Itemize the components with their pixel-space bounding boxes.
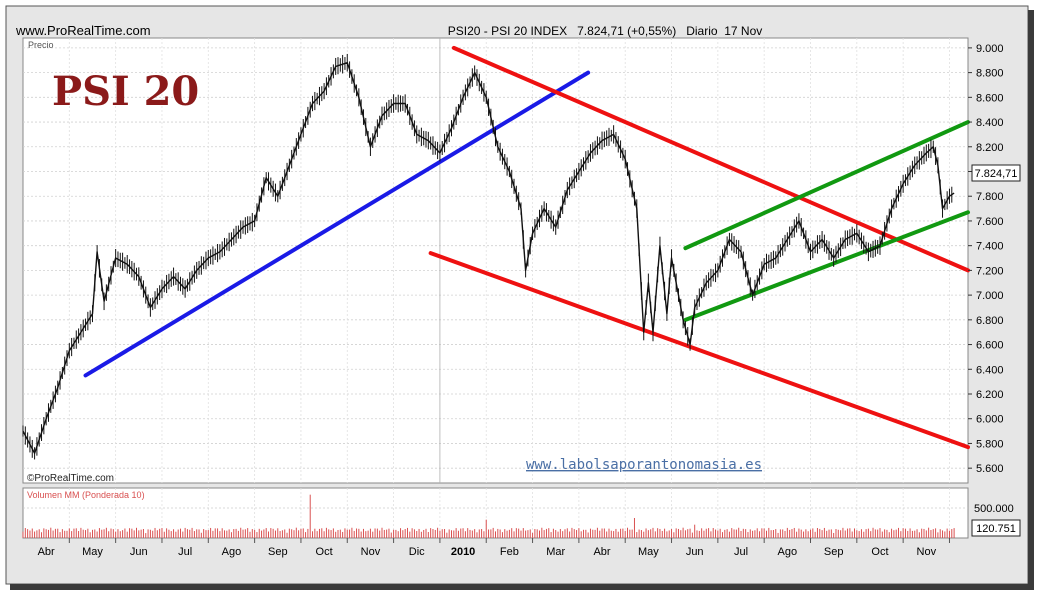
x-tick-label: Oct	[316, 546, 333, 558]
x-tick-label: Sep	[268, 546, 288, 558]
y-tick-label: 7.800	[976, 191, 1004, 203]
x-tick-label: Feb	[500, 546, 519, 558]
x-tick-label: 2010	[451, 546, 475, 558]
x-tick-label: Sep	[824, 546, 844, 558]
y-tick-label: 7.600	[976, 216, 1004, 228]
x-tick-label: Ago	[222, 546, 242, 558]
x-tick-label: Jun	[130, 546, 148, 558]
y-tick-label: 5.600	[976, 463, 1004, 475]
month-x-axis: Abr May Jun Jul Ago Sep Oct Nov Dic 2010 Feb Mar Abr…	[38, 538, 950, 558]
frame-shadow-bottom	[10, 584, 1034, 590]
volume-panel-label: Volumen MM (Ponderada 10)	[27, 490, 145, 500]
x-tick-label: May	[638, 546, 659, 558]
chart-header-title: PSI20 - PSI 20 INDEX 7.824,71 (+0,55%) D…	[448, 24, 763, 38]
y-tick-label: 6.600	[976, 340, 1004, 352]
price-ohlc-bars	[22, 53, 953, 460]
y-tick-label: 9.000	[976, 43, 1004, 55]
x-tick-label: Dic	[409, 546, 425, 558]
y-tick-label: 8.600	[976, 92, 1004, 104]
x-tick-label: Abr	[593, 546, 610, 558]
x-tick-label: Nov	[917, 546, 937, 558]
last-price-label: 7.824,71	[975, 168, 1018, 180]
copyright-label: ©ProRealTime.com	[27, 473, 114, 484]
price-panel-label: Precio	[28, 40, 54, 50]
x-tick-label: Jun	[686, 546, 704, 558]
y-tick-label: 6.400	[976, 364, 1004, 376]
psi20-logo: PSI 20	[52, 68, 199, 115]
watermark-link[interactable]: www.labolsaporantonomasia.es	[526, 457, 762, 473]
volume-tick-label: 500.000	[974, 503, 1014, 515]
y-tick-label: 6.800	[976, 315, 1004, 327]
last-volume-marker	[971, 519, 1021, 537]
volume-bars	[22, 494, 955, 538]
y-tick-label: 7.000	[976, 290, 1004, 302]
site-name: www.ProRealTime.com	[15, 23, 151, 38]
green-trend-line	[683, 120, 970, 251]
last-volume-label: 120.751	[976, 523, 1016, 535]
y-tick-label: 8.400	[976, 117, 1004, 129]
x-tick-label: Mar	[546, 546, 565, 558]
month-gridlines	[68, 38, 950, 483]
last-price-marker	[971, 164, 1021, 182]
y-tick-label: 7.400	[976, 241, 1004, 253]
y-tick-label: 8.800	[976, 68, 1004, 80]
x-tick-label: May	[82, 546, 103, 558]
y-tick-label: 8.200	[976, 142, 1004, 154]
green-trend-line	[683, 210, 970, 322]
red-trend-line	[428, 251, 970, 450]
y-tick-label: 6.200	[976, 389, 1004, 401]
x-tick-label: Nov	[361, 546, 381, 558]
x-tick-label: Jul	[178, 546, 192, 558]
price-y-axis: 5.600 5.800 6.000 6.200 6.400 6.600 6.800 7.000…	[968, 43, 1004, 475]
volume-plot-area[interactable]	[22, 487, 969, 539]
x-tick-label: Jul	[734, 546, 748, 558]
y-tick-label: 6.000	[976, 414, 1004, 426]
frame-shadow-right	[1028, 10, 1034, 588]
x-tick-label: Abr	[38, 546, 55, 558]
x-tick-label: Ago	[778, 546, 798, 558]
y-tick-label: 5.800	[976, 438, 1004, 450]
y-tick-label: 7.200	[976, 265, 1004, 277]
x-tick-label: Oct	[871, 546, 888, 558]
price-plot-area[interactable]	[22, 37, 969, 484]
blue-trend-line	[83, 70, 591, 378]
volume-month-gridlines	[68, 488, 950, 538]
